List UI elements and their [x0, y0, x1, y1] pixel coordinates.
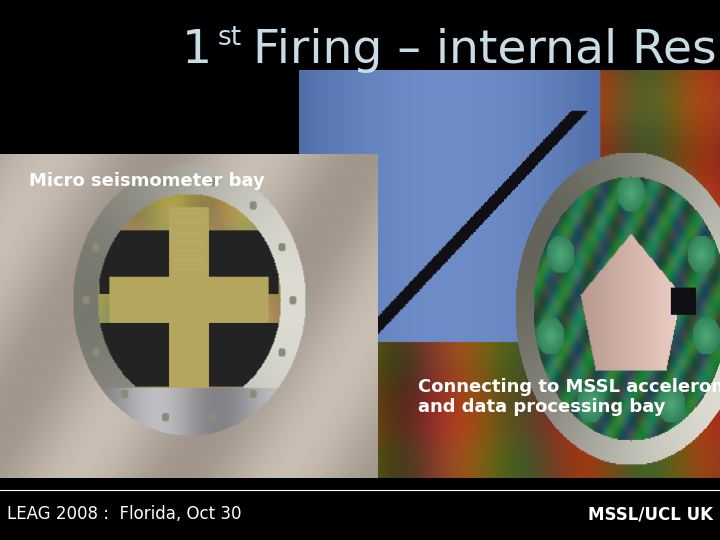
Text: Connecting to MSSL accelerometer
and data processing bay: Connecting to MSSL accelerometer and dat… — [418, 377, 720, 416]
Text: Micro seismometer bay: Micro seismometer bay — [29, 172, 264, 190]
Text: MSSL/UCL UK: MSSL/UCL UK — [588, 505, 713, 523]
Text: Firing – internal Results: Firing – internal Results — [238, 28, 720, 73]
Text: LEAG 2008 :  Florida, Oct 30: LEAG 2008 : Florida, Oct 30 — [7, 505, 242, 523]
Text: 1: 1 — [182, 28, 212, 73]
Text: st: st — [217, 25, 242, 51]
